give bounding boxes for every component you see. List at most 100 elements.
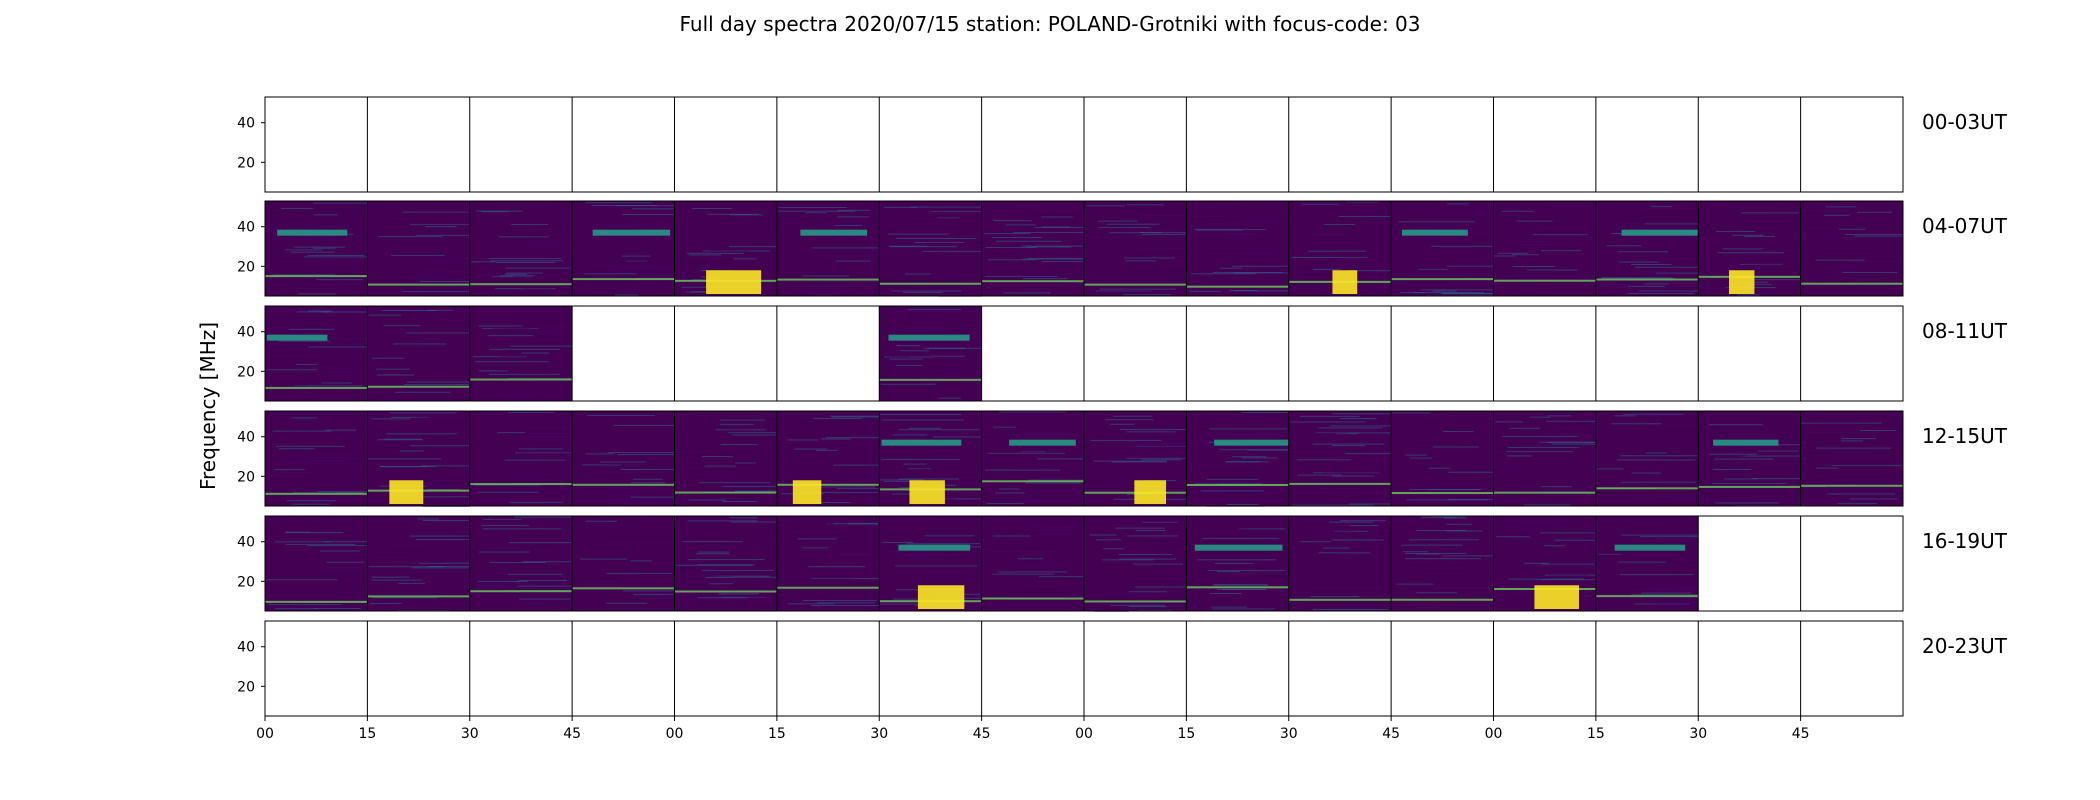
noise-streak	[481, 525, 529, 527]
noise-streak	[720, 444, 758, 446]
noise-streak	[487, 462, 541, 464]
noise-streak	[938, 397, 961, 399]
noise-streak	[995, 501, 1033, 503]
noise-streak	[529, 382, 573, 384]
noise-streak	[283, 315, 340, 317]
noise-streak	[807, 553, 874, 555]
noise-streak	[1831, 465, 1902, 467]
noise-streak	[903, 287, 980, 289]
interference-band	[265, 600, 368, 603]
panel-16-19UT: 20 40 16-19UT	[237, 515, 2008, 612]
noise-streak	[729, 214, 764, 216]
noise-streak	[499, 427, 567, 429]
interference-band	[1698, 485, 1801, 488]
fm-band	[1401, 229, 1468, 236]
noise-streak	[1421, 448, 1473, 450]
noise-streak	[1110, 604, 1165, 606]
noise-streak	[527, 243, 573, 245]
noise-streak	[1093, 579, 1152, 581]
noise-streak	[1041, 261, 1084, 263]
row-label: 12-15UT	[1922, 424, 2008, 448]
noise-streak	[269, 460, 335, 462]
noise-streak	[1605, 431, 1651, 433]
noise-streak	[779, 231, 801, 233]
noise-streak	[791, 556, 821, 558]
noise-streak	[1720, 425, 1781, 427]
noise-streak	[711, 244, 775, 246]
x-tick-label: 30	[461, 726, 479, 742]
noise-streak	[831, 517, 880, 519]
interference-band	[1595, 487, 1699, 490]
noise-streak	[1552, 550, 1596, 552]
noise-streak	[367, 458, 442, 460]
noise-streak	[1405, 454, 1427, 456]
noise-streak	[1447, 203, 1470, 205]
noise-streak	[1413, 292, 1485, 294]
noise-streak	[1501, 533, 1539, 535]
noise-streak	[1109, 232, 1187, 234]
noise-streak	[998, 411, 1067, 413]
x-tick-label: 30	[1689, 726, 1707, 742]
interference-band	[1493, 491, 1596, 494]
signal-burst	[1534, 585, 1579, 610]
noise-streak	[586, 414, 655, 416]
noise-streak	[516, 585, 573, 587]
noise-streak	[722, 487, 761, 489]
noise-streak	[371, 357, 405, 359]
noise-streak	[821, 438, 851, 440]
noise-streak	[1841, 440, 1863, 442]
noise-streak	[836, 602, 870, 604]
noise-streak	[304, 258, 335, 260]
noise-streak	[521, 550, 573, 552]
noise-streak	[1417, 214, 1494, 216]
noise-streak	[1333, 530, 1369, 532]
y-tick-label: 20	[237, 679, 255, 695]
interference-band	[265, 492, 368, 495]
noise-streak	[720, 419, 766, 421]
noise-streak	[274, 541, 332, 543]
interference-band	[1595, 278, 1699, 281]
noise-streak	[522, 561, 573, 563]
noise-streak	[1210, 223, 1268, 225]
noise-streak	[1027, 257, 1084, 259]
noise-streak	[1206, 478, 1259, 480]
noise-streak	[294, 385, 364, 387]
noise-streak	[1509, 238, 1585, 240]
noise-streak	[893, 598, 935, 600]
noise-streak	[522, 526, 544, 528]
signal-burst	[909, 480, 945, 505]
noise-streak	[1525, 287, 1549, 289]
noise-streak	[695, 216, 772, 218]
spectrum-segment	[469, 516, 573, 611]
noise-streak	[836, 488, 880, 490]
noise-streak	[302, 250, 325, 252]
noise-streak	[1703, 455, 1749, 457]
noise-streak	[1332, 413, 1392, 415]
noise-streak	[371, 418, 410, 420]
noise-streak	[1498, 521, 1579, 523]
noise-streak	[1814, 204, 1896, 206]
spectrum-background	[1391, 201, 1494, 296]
noise-streak	[1214, 584, 1268, 586]
noise-streak	[1508, 241, 1572, 243]
noise-streak	[1631, 264, 1672, 266]
noise-streak	[495, 486, 538, 488]
spectrum-background	[469, 411, 573, 506]
noise-streak	[1111, 471, 1138, 473]
spectrum-segment	[1800, 411, 1903, 507]
noise-streak	[895, 211, 934, 213]
noise-streak	[326, 561, 365, 563]
noise-streak	[266, 579, 338, 581]
noise-streak	[1602, 284, 1638, 286]
noise-streak	[1210, 453, 1254, 455]
noise-streak	[1623, 413, 1684, 415]
noise-streak	[827, 255, 880, 257]
fm-band	[1194, 544, 1283, 551]
noise-streak	[1496, 536, 1531, 538]
noise-streak	[880, 330, 951, 332]
noise-streak	[1313, 608, 1389, 610]
noise-streak	[1742, 254, 1786, 256]
noise-streak	[527, 445, 562, 447]
noise-streak	[1632, 588, 1699, 590]
noise-streak	[368, 249, 447, 251]
